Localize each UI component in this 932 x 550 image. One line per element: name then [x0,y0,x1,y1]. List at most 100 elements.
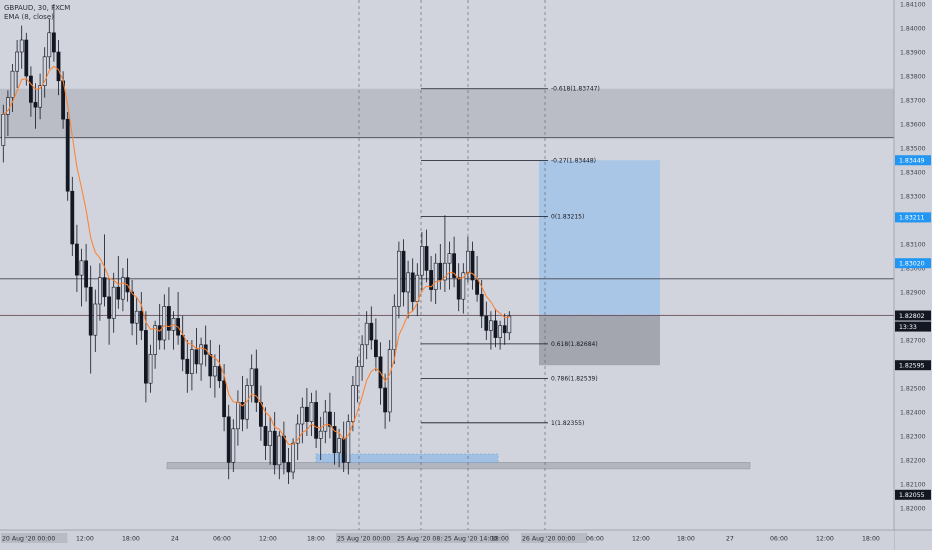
candle-body[interactable] [121,277,125,300]
candle-body[interactable] [88,286,93,336]
candle-body[interactable] [24,39,29,77]
candle-body[interactable] [213,366,217,377]
candle-body[interactable] [360,344,365,367]
candle-body[interactable] [217,366,222,382]
candle-body[interactable] [286,462,291,473]
candle-body[interactable] [240,402,245,420]
candle-body[interactable] [263,426,268,446]
position-target-zone[interactable] [539,160,660,316]
candle-body[interactable] [452,253,457,278]
candle-body[interactable] [465,250,470,274]
candle-body[interactable] [1,114,6,146]
candle-body[interactable] [281,435,286,463]
candle-body[interactable] [392,306,397,350]
candle-body[interactable] [47,32,52,58]
candle-body[interactable] [277,435,282,466]
candle-body[interactable] [185,358,190,374]
candle-body[interactable] [15,51,20,72]
candle-body[interactable] [236,402,240,430]
candle-body[interactable] [424,246,429,271]
candle-body[interactable] [406,272,411,293]
candle-body[interactable] [309,402,314,422]
candle-body[interactable] [470,250,475,281]
candle-body[interactable] [433,262,438,290]
candle-body[interactable] [272,430,277,466]
candle-body[interactable] [373,339,378,358]
candle-body[interactable] [75,243,79,276]
candle-body[interactable] [130,291,135,324]
candle-body[interactable] [254,368,259,403]
candle-body[interactable] [332,426,337,454]
candle-body[interactable] [190,349,194,374]
candle-body[interactable] [429,270,434,290]
ema-line[interactable] [2,65,510,445]
candle-body[interactable] [194,349,199,365]
candle-body[interactable] [383,387,388,413]
candle-body[interactable] [134,310,139,324]
candle-body[interactable] [231,428,236,463]
price-axis[interactable] [894,0,932,550]
candle-body[interactable] [167,306,171,331]
candle-body[interactable] [249,368,254,386]
candle-body[interactable] [107,296,112,319]
candle-body[interactable] [291,442,296,473]
candle-body[interactable] [456,277,461,300]
candle-body[interactable] [153,325,158,355]
candle-body[interactable] [148,354,153,384]
candle-body[interactable] [5,97,10,115]
candle-body[interactable] [415,274,420,302]
candle-body[interactable] [479,294,484,317]
position-stop-zone[interactable] [539,315,660,366]
candle-body[interactable] [304,406,309,422]
candle-body[interactable] [93,303,98,336]
candle-body[interactable] [70,190,75,245]
candle-body[interactable] [346,421,351,463]
candle-body[interactable] [502,325,507,334]
candle-body[interactable] [314,402,319,439]
candle-body[interactable] [295,423,300,444]
candle-body[interactable] [350,385,355,422]
candle-body[interactable] [401,250,406,293]
candle-body[interactable] [341,438,346,463]
candle-body[interactable] [111,286,116,319]
support-zone[interactable] [166,462,751,470]
candle-body[interactable] [28,75,33,103]
demand-zone[interactable] [315,453,499,463]
candle-body[interactable] [65,118,70,192]
candle-body[interactable] [199,344,204,365]
candle-body[interactable] [33,102,38,108]
candle-body[interactable] [56,51,61,82]
candle-body[interactable] [419,246,424,276]
candle-body[interactable] [226,416,231,463]
candle-body[interactable] [442,262,447,281]
candle-body[interactable] [180,334,185,360]
candle-body[interactable] [438,262,443,281]
candle-body[interactable] [355,366,360,386]
candle-body[interactable] [364,322,369,346]
candle-body[interactable] [498,325,503,338]
candle-body[interactable] [410,272,415,302]
candle-body[interactable] [84,260,89,288]
candle-body[interactable] [10,70,15,98]
candle-body[interactable] [157,325,162,341]
candle-body[interactable] [144,330,148,384]
candle-body[interactable] [38,85,43,108]
candle-body[interactable] [318,430,323,439]
candle-body[interactable] [493,320,498,338]
candle-body[interactable] [447,253,452,264]
candle-body[interactable] [98,277,102,305]
candle-body[interactable] [461,272,466,300]
candle-body[interactable] [475,279,480,295]
candle-body[interactable] [42,56,47,86]
candle-body[interactable] [323,411,328,432]
candle-body[interactable] [79,260,84,276]
candle-body[interactable] [396,250,401,307]
candle-body[interactable] [162,306,167,341]
indicator-line[interactable]: EMA (8, close) [4,13,54,21]
resistance-zone[interactable] [0,88,894,138]
candle-body[interactable] [208,354,213,377]
candle-body[interactable] [300,406,305,425]
candle-body[interactable] [484,315,489,331]
plot-area[interactable] [0,0,894,530]
